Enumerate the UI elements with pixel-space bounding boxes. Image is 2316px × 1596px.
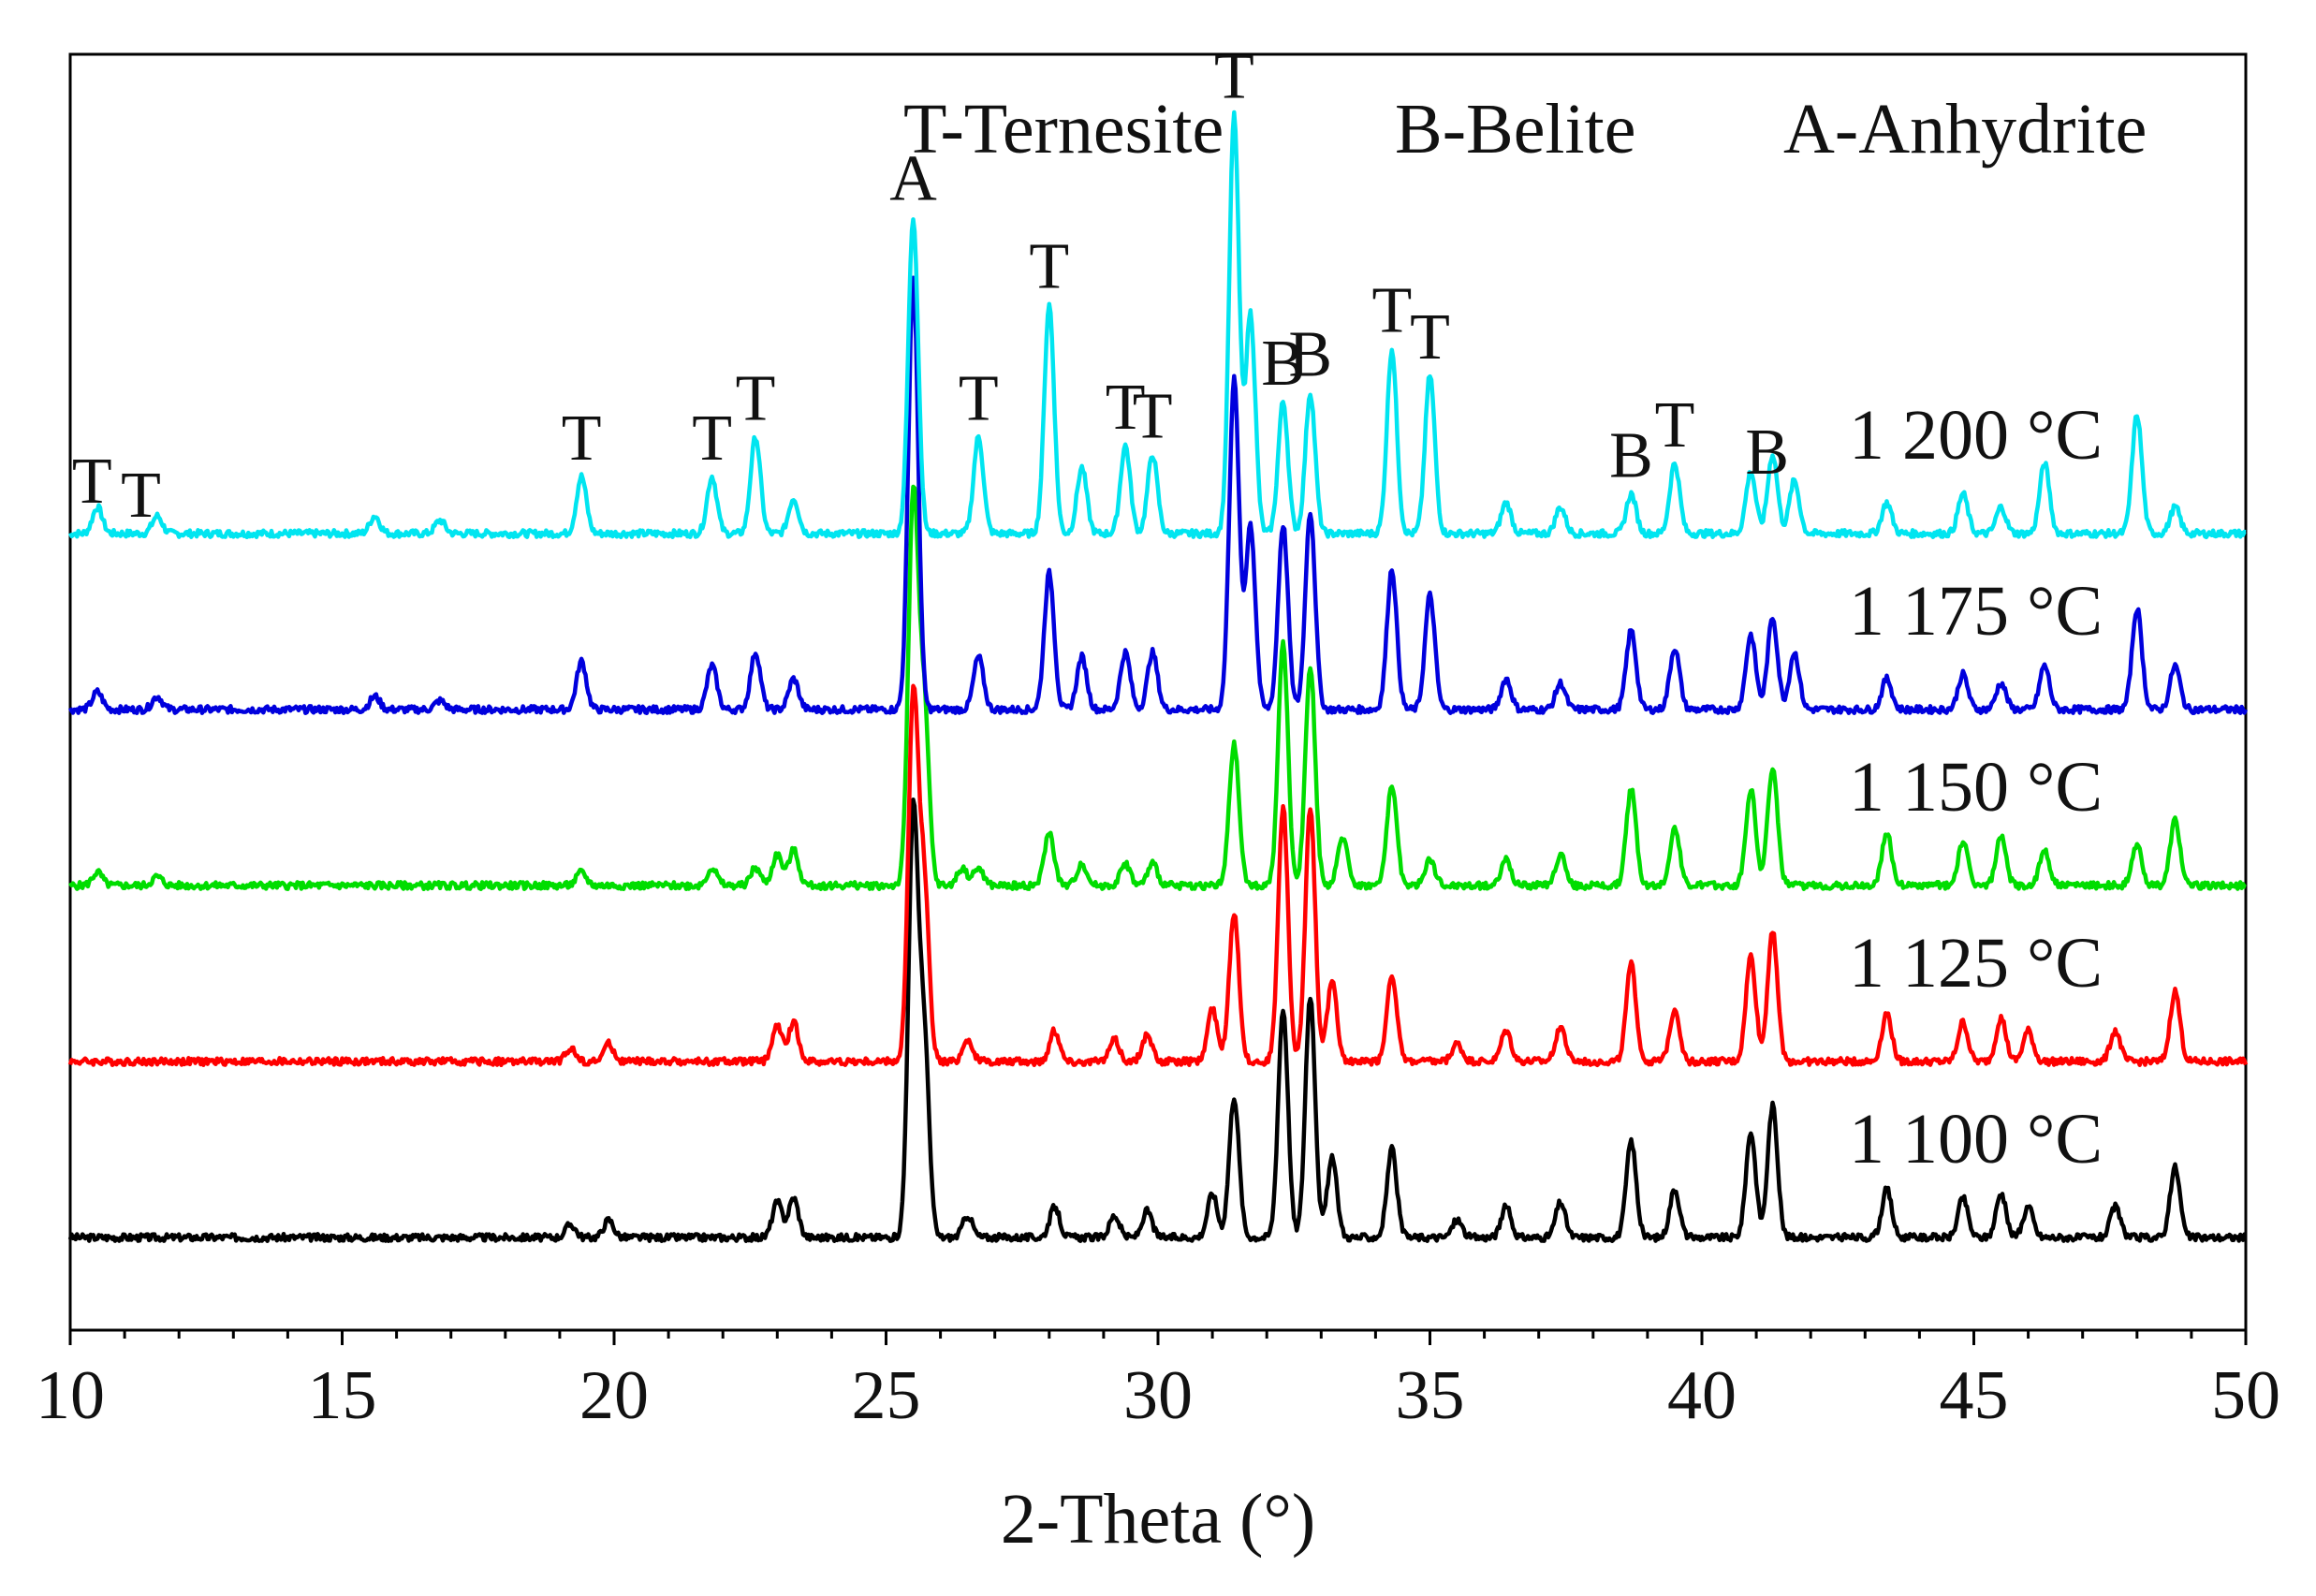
legend-belite: B-Belite — [1395, 90, 1636, 168]
peak-label-t: T — [692, 403, 732, 475]
x-axis-title: 2-Theta (°) — [1001, 1480, 1315, 1559]
peak-label-t: T — [1214, 41, 1254, 113]
peak-label-t: T — [959, 363, 999, 435]
legend-ternesite: T-Ternesite — [903, 90, 1224, 168]
series-temperature-label: 1 175 °C — [1849, 572, 2103, 651]
peak-label-t: T — [1106, 372, 1146, 444]
x-tick-label: 20 — [579, 1357, 649, 1434]
legend: T-Ternesite B-Belite A-Anhydrite — [903, 90, 2147, 168]
peak-label-t: T — [1133, 380, 1173, 452]
series-temperature-label: 1 150 °C — [1849, 748, 2103, 827]
series-line-1125 — [67, 683, 2249, 1068]
legend-anhydrite: A-Anhydrite — [1783, 90, 2147, 168]
x-tick-label: 40 — [1667, 1357, 1737, 1434]
x-tick-label: 50 — [2211, 1357, 2280, 1434]
x-tick-label: 10 — [36, 1357, 105, 1434]
series-line-1175 — [67, 275, 2249, 715]
peak-label-b: B — [1288, 319, 1332, 391]
peak-label-b: B — [1745, 417, 1789, 489]
series-temperature-label: 1 200 °C — [1849, 396, 2103, 475]
peak-label-b: B — [1609, 420, 1653, 492]
peak-label-t: T — [1371, 275, 1412, 347]
x-tick-label: 15 — [308, 1357, 377, 1434]
peak-label-a: A — [889, 143, 937, 215]
peak-label-t: T — [1655, 389, 1695, 461]
series-temperature-label: 1 125 °C — [1849, 924, 2103, 1003]
x-tick-label: 30 — [1123, 1357, 1193, 1434]
series-temperature-label: 1 100 °C — [1849, 1100, 2103, 1179]
series-line-1150 — [68, 484, 2247, 892]
peak-label-b: B — [1261, 328, 1305, 400]
x-tick-label: 35 — [1396, 1357, 1465, 1434]
series-layer — [67, 110, 2249, 1243]
peak-label-t: T — [736, 363, 776, 435]
peak-label-t: T — [1410, 301, 1450, 373]
x-axis-ticks: 10 15 20 25 30 35 40 45 50 — [36, 1330, 2280, 1434]
x-tick-label: 25 — [852, 1357, 921, 1434]
series-line-1100 — [67, 798, 2248, 1243]
peak-label-t: T — [121, 460, 161, 532]
peak-label-t: T — [1029, 231, 1069, 303]
peak-label-t: T — [72, 446, 112, 518]
x-tick-label: 45 — [1940, 1357, 2009, 1434]
series-line-1200 — [67, 110, 2247, 540]
peak-label-t: T — [562, 403, 602, 475]
series-label-layer: 1 100 °C 1 125 °C 1 150 °C 1 175 °C 1 200 °C — [1849, 396, 2103, 1179]
